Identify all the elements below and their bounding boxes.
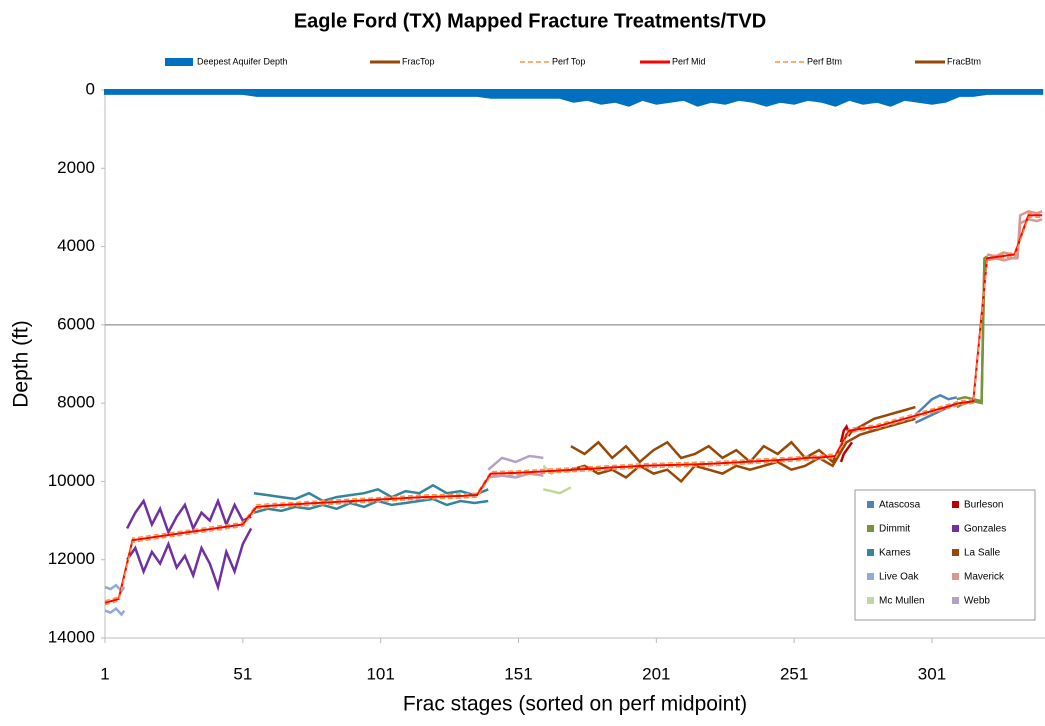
county-frac-line	[914, 393, 958, 416]
legend-swatch	[867, 501, 874, 508]
legend-swatch	[952, 525, 959, 532]
y-tick-label: 14000	[48, 627, 95, 646]
legend-swatch	[867, 549, 874, 556]
legend-swatch	[867, 525, 874, 532]
x-tick-label: 201	[642, 664, 670, 683]
legend-label: Maverick	[964, 572, 1005, 583]
legend-label: Burleson	[964, 500, 1003, 511]
perf-line	[104, 214, 1043, 604]
legend-label: Perf Mid	[672, 56, 706, 66]
y-tick-label: 0	[86, 79, 95, 98]
county-frac-line	[253, 483, 489, 503]
x-tick-label: 151	[504, 664, 532, 683]
y-tick-label: 6000	[57, 314, 95, 333]
legend-label: Dimmit	[879, 524, 910, 535]
perf-line	[104, 212, 1043, 602]
county-frac-line	[570, 417, 916, 484]
county-frac-line	[956, 259, 988, 409]
legend-label: Karnes	[879, 548, 911, 559]
y-tick-label: 4000	[57, 236, 95, 255]
y-axis-label: Depth (ft)	[10, 320, 33, 408]
y-tick-label: 2000	[57, 158, 95, 177]
x-tick-label: 251	[780, 664, 808, 683]
county-frac-line	[126, 527, 253, 592]
county-frac-line	[570, 405, 916, 464]
legend-label: Live Oak	[879, 572, 919, 583]
x-tick-label: 301	[918, 664, 946, 683]
county-frac-line	[125, 497, 252, 536]
legend-swatch	[952, 597, 959, 604]
legend-swatch	[952, 549, 959, 556]
county-frac-line	[839, 441, 854, 463]
county-frac-line	[487, 454, 544, 471]
legend-swatch	[952, 573, 959, 580]
legend-label: Atascosa	[879, 500, 921, 511]
y-tick-label: 12000	[48, 549, 95, 568]
legend-label: Deepest Aquifer Depth	[197, 56, 288, 66]
legend-label: Perf Top	[552, 56, 585, 66]
y-tick-label: 8000	[57, 393, 95, 412]
y-tick-label: 10000	[48, 471, 95, 490]
x-tick-label: 51	[233, 664, 252, 683]
legend-label: Perf Btm	[807, 56, 842, 66]
county-legend-box	[854, 489, 1036, 621]
legend-label: La Salle	[964, 548, 1001, 559]
legend-label: Webb	[964, 596, 990, 607]
legend-label: FracBtm	[947, 56, 981, 66]
county-frac-line	[986, 217, 1043, 262]
x-tick-label: 101	[366, 664, 394, 683]
county-frac-line	[956, 255, 988, 403]
chart-title: Eagle Ford (TX) Mapped Fracture Treatmen…	[294, 10, 766, 32]
county-frac-line	[986, 209, 1043, 259]
legend-swatch	[952, 501, 959, 508]
x-axis-label: Frac stages (sorted on perf midpoint)	[403, 693, 747, 716]
county-frac-line	[104, 606, 126, 617]
legend-label: Gonzales	[964, 524, 1006, 535]
perf-line	[104, 216, 1043, 606]
county-frac-line	[543, 486, 572, 495]
x-tick-label: 1	[100, 664, 109, 683]
legend-swatch	[867, 573, 874, 580]
county-frac-line	[253, 497, 489, 514]
legend-swatch	[867, 597, 874, 604]
legend-swatch	[165, 58, 193, 66]
aquifer-area	[104, 89, 1044, 107]
county-frac-line	[104, 583, 126, 593]
legend-label: Mc Mullen	[879, 596, 925, 607]
legend-label: FracTop	[402, 56, 435, 66]
